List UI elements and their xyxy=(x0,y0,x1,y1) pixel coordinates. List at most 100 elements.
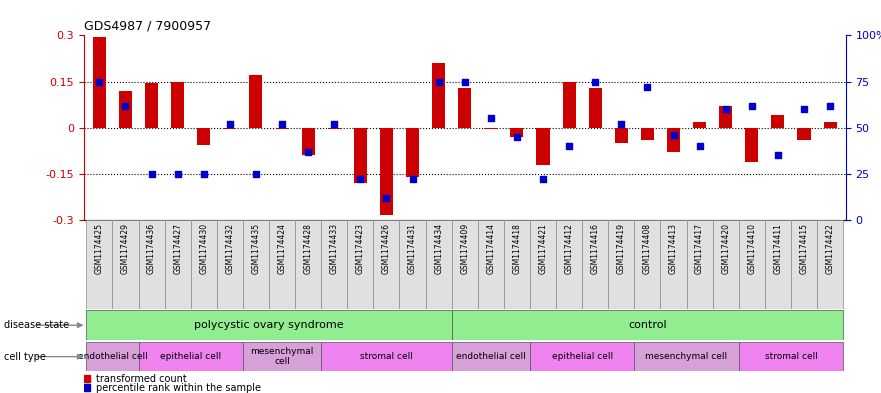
Bar xyxy=(145,83,158,128)
Point xyxy=(327,121,341,127)
Bar xyxy=(556,220,582,309)
Point xyxy=(692,143,707,149)
Bar xyxy=(301,128,315,156)
Text: GSM1174415: GSM1174415 xyxy=(799,223,809,274)
Text: GSM1174432: GSM1174432 xyxy=(226,223,234,274)
Point xyxy=(301,149,315,155)
Bar xyxy=(530,220,556,309)
Point xyxy=(275,121,289,127)
Bar xyxy=(426,220,452,309)
Bar xyxy=(634,220,661,309)
Text: GSM1174411: GSM1174411 xyxy=(774,223,782,274)
Bar xyxy=(452,310,843,340)
Text: GSM1174430: GSM1174430 xyxy=(199,223,208,274)
Bar xyxy=(84,375,91,382)
Point xyxy=(405,176,419,183)
Text: GSM1174429: GSM1174429 xyxy=(121,223,130,274)
Text: GDS4987 / 7900957: GDS4987 / 7900957 xyxy=(84,20,211,33)
Text: GSM1174422: GSM1174422 xyxy=(825,223,834,274)
Text: GSM1174419: GSM1174419 xyxy=(617,223,626,274)
Bar xyxy=(485,128,498,129)
Bar xyxy=(347,220,374,309)
Bar xyxy=(589,88,602,128)
Text: stromal cell: stromal cell xyxy=(765,352,818,361)
Text: GSM1174425: GSM1174425 xyxy=(95,223,104,274)
Point xyxy=(249,171,263,177)
Bar xyxy=(745,128,759,162)
Text: epithelial cell: epithelial cell xyxy=(160,352,221,361)
Bar xyxy=(765,220,791,309)
Text: GSM1174418: GSM1174418 xyxy=(513,223,522,274)
Text: GSM1174436: GSM1174436 xyxy=(147,223,156,274)
Text: transformed count: transformed count xyxy=(96,374,187,384)
Text: GSM1174416: GSM1174416 xyxy=(591,223,600,274)
Bar xyxy=(86,310,452,340)
Point xyxy=(562,143,576,149)
Bar xyxy=(374,220,399,309)
Bar xyxy=(739,220,765,309)
Bar xyxy=(791,220,817,309)
Text: cell type: cell type xyxy=(4,352,47,362)
Text: GSM1174417: GSM1174417 xyxy=(695,223,704,274)
Bar xyxy=(354,128,366,183)
Bar xyxy=(165,220,190,309)
Bar xyxy=(138,342,243,371)
Point xyxy=(719,106,733,112)
Text: polycystic ovary syndrome: polycystic ovary syndrome xyxy=(194,320,344,330)
Bar xyxy=(530,342,634,371)
Text: GSM1174435: GSM1174435 xyxy=(251,223,261,274)
Text: GSM1174426: GSM1174426 xyxy=(382,223,391,274)
Text: GSM1174421: GSM1174421 xyxy=(538,223,547,274)
Point xyxy=(432,79,446,85)
Bar xyxy=(249,75,263,128)
Point xyxy=(771,152,785,158)
Bar xyxy=(86,342,138,371)
Text: GSM1174413: GSM1174413 xyxy=(669,223,678,274)
Bar xyxy=(190,220,217,309)
Bar xyxy=(197,128,211,145)
Bar xyxy=(217,220,243,309)
Bar xyxy=(640,128,654,140)
Text: GSM1174428: GSM1174428 xyxy=(304,223,313,274)
Text: GSM1174433: GSM1174433 xyxy=(329,223,338,274)
Point xyxy=(171,171,185,177)
Bar xyxy=(452,342,530,371)
Point xyxy=(589,79,603,85)
Text: endothelial cell: endothelial cell xyxy=(78,352,147,361)
Text: GSM1174427: GSM1174427 xyxy=(174,223,182,274)
Bar xyxy=(824,121,837,128)
Point xyxy=(93,79,107,85)
Point xyxy=(353,176,367,183)
Bar xyxy=(276,128,289,129)
Point xyxy=(536,176,550,183)
Text: disease state: disease state xyxy=(4,320,70,330)
Bar xyxy=(615,128,628,143)
Point xyxy=(510,134,524,140)
Bar xyxy=(84,384,91,391)
Bar xyxy=(399,220,426,309)
Bar xyxy=(634,342,739,371)
Bar xyxy=(243,342,322,371)
Bar xyxy=(797,128,811,140)
Text: GSM1174424: GSM1174424 xyxy=(278,223,286,274)
Bar xyxy=(322,220,347,309)
Bar xyxy=(817,220,843,309)
Point xyxy=(797,106,811,112)
Point xyxy=(484,116,498,122)
Point xyxy=(380,195,394,201)
Bar xyxy=(380,128,393,215)
Bar xyxy=(138,220,165,309)
Text: GSM1174414: GSM1174414 xyxy=(486,223,495,274)
Text: percentile rank within the sample: percentile rank within the sample xyxy=(96,383,261,393)
Point xyxy=(223,121,237,127)
Bar xyxy=(504,220,530,309)
Bar xyxy=(432,63,445,128)
Bar xyxy=(510,128,523,137)
Bar xyxy=(693,121,707,128)
Point xyxy=(614,121,628,127)
Text: GSM1174412: GSM1174412 xyxy=(565,223,574,274)
Point xyxy=(823,103,837,109)
Bar xyxy=(686,220,713,309)
Bar xyxy=(719,106,732,128)
Bar xyxy=(93,37,106,128)
